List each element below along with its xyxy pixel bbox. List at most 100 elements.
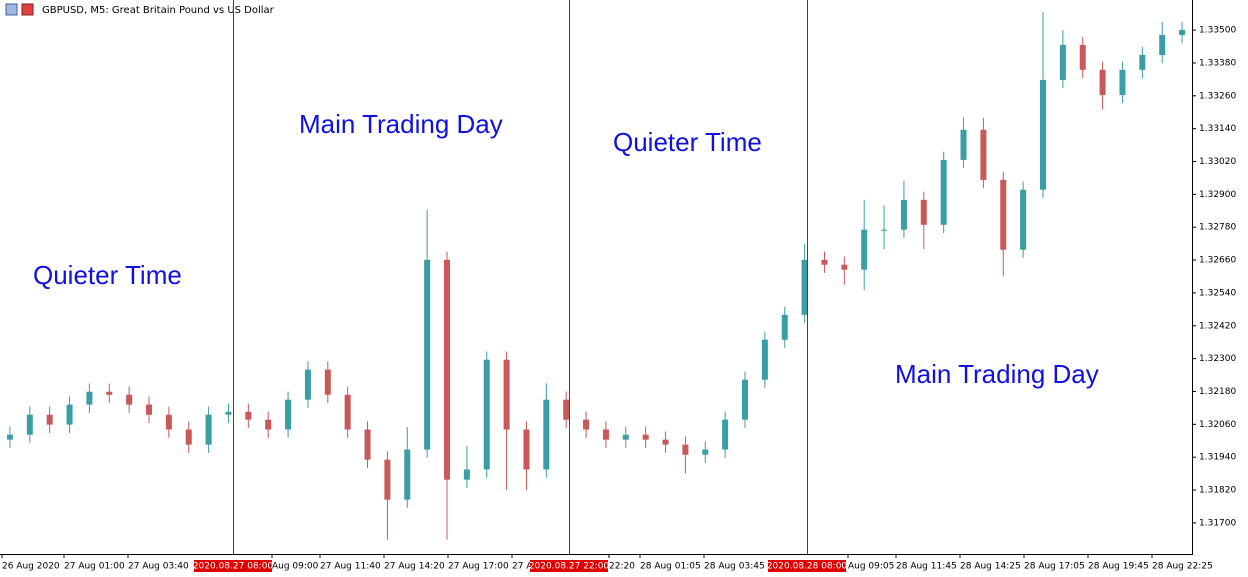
marker-label: 2020.08.28 08:00 (767, 562, 848, 572)
y-tick-label: 1.33020 (1199, 157, 1236, 167)
x-tick-label: 28 Aug 17:05 (1024, 562, 1085, 572)
candle-body (523, 429, 530, 470)
y-tick-label: 1.33140 (1199, 124, 1236, 134)
marker-box (530, 560, 608, 572)
x-tick-label: 28 Aug 11:45 (896, 562, 957, 572)
x-tick-label: 28 Aug 03:45 (704, 562, 765, 572)
y-tick-label: 1.32660 (1199, 256, 1236, 266)
candle-body (344, 394, 351, 430)
annotation: Main Trading Day (895, 359, 1099, 389)
x-tick-label: Aug 09:05 (848, 562, 894, 572)
candle-body (146, 404, 152, 415)
marker-box (194, 560, 272, 572)
y-tick-label: 1.32300 (1199, 354, 1236, 364)
y-tick-label: 1.32060 (1199, 420, 1236, 430)
candle-body (463, 469, 470, 480)
candle-body (285, 399, 292, 430)
y-tick-label: 1.33380 (1199, 58, 1236, 68)
candle-body (444, 259, 450, 480)
candle-body (26, 414, 33, 435)
candle-body (185, 429, 192, 445)
candle-body (126, 394, 133, 405)
y-tick-label: 1.31820 (1199, 486, 1236, 496)
candle-body (841, 264, 848, 270)
candle-body (1000, 179, 1007, 250)
annotation: Quieter Time (33, 260, 182, 290)
x-tick-label: 27 Aug 14:20 (384, 562, 445, 572)
candle-body (881, 229, 888, 231)
x-tick-label: 22:20 (609, 562, 635, 572)
y-tick-label: 1.32540 (1199, 288, 1236, 298)
x-tick-label: 28 Aug 22:25 (1152, 562, 1213, 572)
candle-body (1159, 35, 1166, 56)
y-tick-label: 1.32180 (1199, 387, 1236, 397)
candle-body (1059, 44, 1066, 80)
annotation: Main Trading Day (299, 109, 503, 139)
candle-body (761, 339, 768, 380)
y-tick-label: 1.31700 (1199, 518, 1236, 528)
x-tick-label: 28 Aug 19:45 (1088, 562, 1149, 572)
candle-body (980, 129, 987, 180)
x-tick-label: 27 Aug 11:40 (320, 562, 381, 572)
candle-body (920, 199, 927, 225)
candle-body (106, 391, 113, 395)
candle-body (6, 434, 13, 440)
candle-body (304, 369, 311, 400)
candle-body (642, 434, 649, 440)
candle-body (165, 414, 172, 430)
candle-body (960, 129, 967, 160)
candle-body (622, 434, 629, 440)
x-tick-label: 26 Aug 2020 (2, 562, 60, 572)
candle-body (781, 314, 788, 340)
y-tick-label: 1.33260 (1199, 91, 1236, 101)
chart-title: GBPUSD, M5: Great Britain Pound vs US Do… (42, 5, 275, 16)
candle-body (1099, 69, 1106, 95)
candle-body (900, 199, 907, 230)
candle-body (483, 359, 490, 470)
candle-body (503, 359, 510, 430)
candle-body (801, 259, 808, 315)
candle-body (86, 391, 93, 405)
candle-body (46, 414, 53, 425)
candle-body (245, 411, 252, 420)
y-tick-label: 1.32900 (1199, 190, 1236, 200)
candle-body (861, 229, 868, 270)
x-tick-label: 27 Aug 03:40 (128, 562, 189, 572)
candle-body (543, 399, 550, 470)
x-tick-label: 27 Aug 01:00 (64, 562, 125, 572)
candle-body (205, 414, 212, 445)
candle-body (821, 259, 828, 265)
y-tick-label: 1.31940 (1199, 453, 1236, 463)
marker-label: 2020.08.27 08:00 (193, 562, 274, 572)
candle-body (1040, 79, 1046, 190)
candle-body (1179, 29, 1186, 36)
x-tick-label: 28 Aug 14:25 (960, 562, 1021, 572)
candle-body (424, 259, 431, 450)
candle-body (742, 379, 748, 420)
x-tick-label: Aug 09:00 (272, 562, 319, 572)
x-tick-label: 27 A (512, 562, 533, 572)
annotation: Quieter Time (613, 127, 762, 157)
candle-body (384, 459, 391, 500)
x-tick-label: 28 Aug 01:05 (640, 562, 701, 572)
candle-body (225, 411, 232, 415)
candle-body (324, 369, 331, 395)
candle-body (1079, 44, 1086, 70)
candle-body (662, 439, 669, 445)
candle-body (702, 449, 709, 455)
candle-body (602, 429, 609, 440)
title-icon (5, 3, 34, 16)
marker-box (768, 560, 846, 572)
candle-body (1020, 189, 1027, 250)
y-tick-label: 1.33500 (1199, 26, 1236, 36)
candle-body (682, 444, 689, 455)
candle-body (404, 449, 411, 500)
y-tick-label: 1.32420 (1199, 321, 1236, 331)
candle-body (1119, 69, 1126, 95)
candle-body (364, 429, 371, 460)
candle-body (66, 404, 73, 425)
candle-body (583, 419, 590, 430)
candle-body (1139, 55, 1146, 70)
